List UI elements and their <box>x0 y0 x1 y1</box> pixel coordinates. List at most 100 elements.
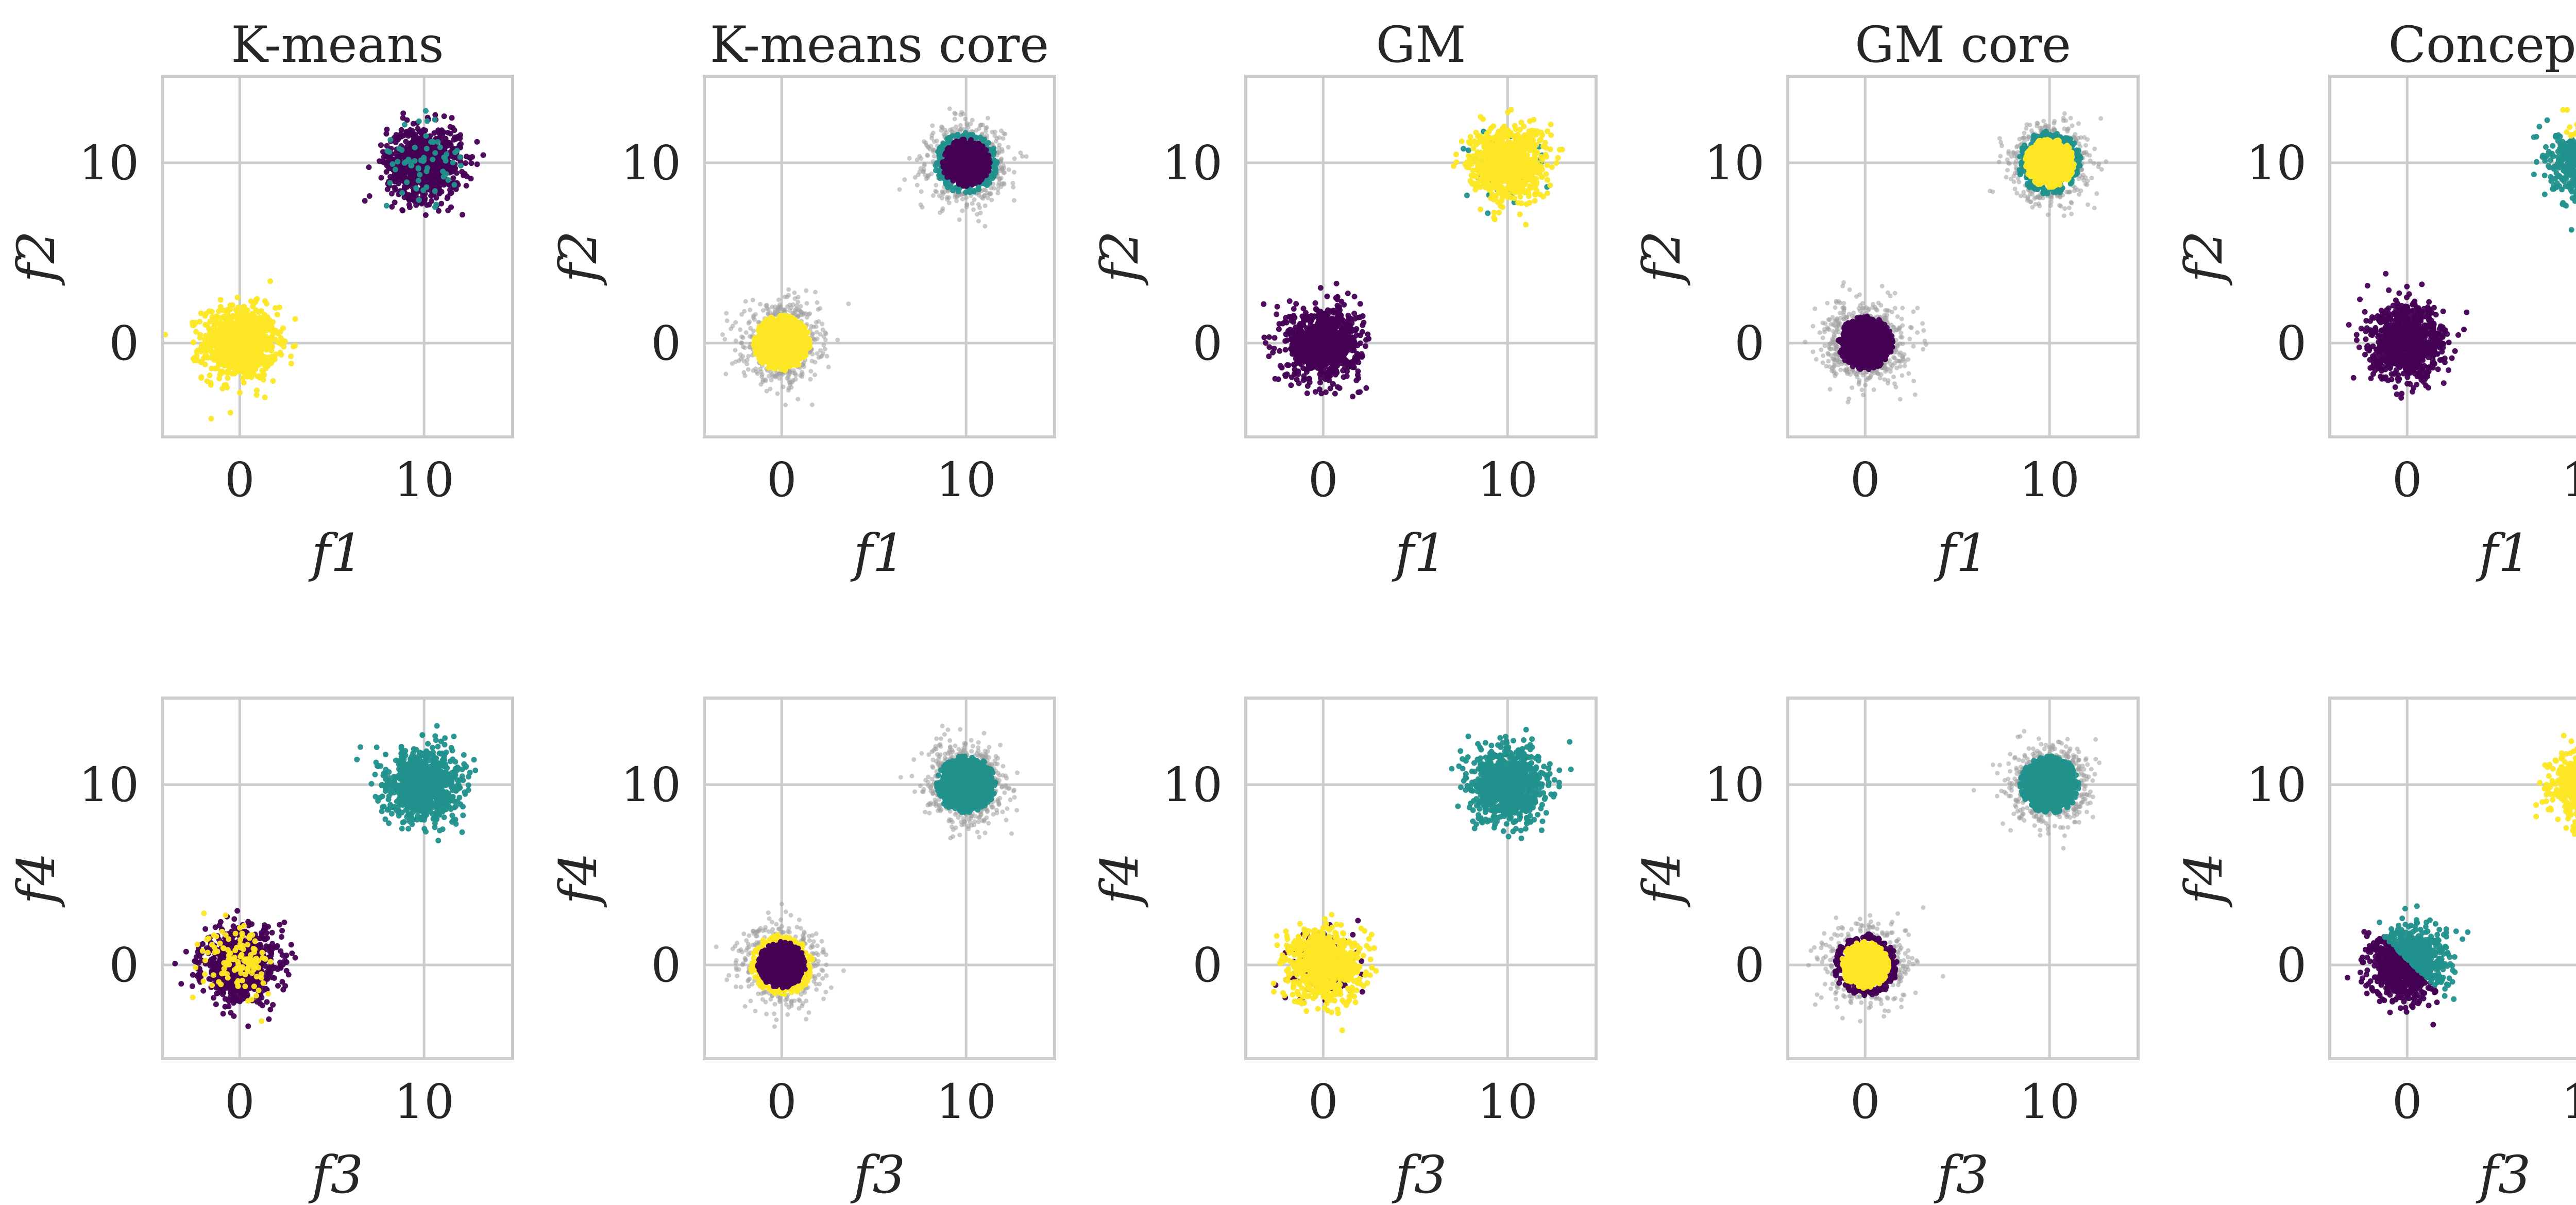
scatter-point <box>1286 298 1293 304</box>
scatter-point <box>1270 349 1276 355</box>
scatter-point <box>219 385 226 392</box>
scatter-point <box>227 410 233 416</box>
scatter-point <box>264 345 270 351</box>
scatter-point <box>786 287 791 292</box>
scatter-point <box>818 354 823 360</box>
cluster-blob <box>1261 280 1372 400</box>
scatter-point <box>835 337 840 343</box>
panel-title: K-means <box>231 16 444 74</box>
scatter-point <box>253 392 260 398</box>
scatter-point <box>758 301 763 307</box>
scatter-point <box>258 327 264 333</box>
scatter-point <box>1285 362 1292 368</box>
scatter-point <box>241 342 247 348</box>
scatter-point <box>214 314 221 320</box>
scatter-point <box>420 187 427 193</box>
scatter-point <box>1328 347 1334 353</box>
scatter-point <box>991 149 997 155</box>
scatter-point <box>808 377 813 382</box>
scatter-point <box>995 187 1001 192</box>
y-tick-label: 10 <box>621 135 681 191</box>
scatter-point <box>823 331 828 336</box>
y-tick-label: 0 <box>109 316 139 371</box>
scatter-point <box>1357 301 1363 307</box>
scatter-point <box>823 337 828 342</box>
scatter-point <box>198 359 205 365</box>
scatter-point <box>981 188 987 193</box>
scatter-point <box>1357 389 1363 395</box>
scatter-point <box>366 193 372 199</box>
scatter-point <box>202 313 208 319</box>
scatter-point <box>463 160 469 166</box>
scatter-point <box>1329 368 1335 374</box>
scatter-point <box>1347 344 1353 350</box>
scatter-point <box>219 329 226 335</box>
scatter-point <box>826 364 831 369</box>
scatter-point <box>956 189 961 195</box>
scatter-point <box>796 307 801 312</box>
scatter-point <box>1293 301 1299 307</box>
scatter-point <box>742 373 748 378</box>
cluster-blob <box>362 108 486 218</box>
scatter-point <box>991 185 996 191</box>
scatter-point <box>1461 146 1466 152</box>
scatter-point <box>733 348 738 353</box>
scatter-point <box>963 189 969 195</box>
cluster-blob <box>162 278 298 422</box>
scatter-point <box>228 333 233 340</box>
scatter-point <box>260 369 266 375</box>
scatter-point <box>193 329 199 335</box>
scatter-point <box>1335 344 1341 350</box>
scatter-point <box>1309 363 1315 369</box>
scatter-point <box>1276 326 1282 332</box>
scatter-point <box>432 116 438 123</box>
scatter-point <box>822 347 827 352</box>
scatter-point <box>423 146 430 151</box>
scatter-point <box>1324 293 1330 299</box>
scatter-point <box>1335 304 1341 311</box>
scatter-point <box>723 371 728 377</box>
scatter-point <box>236 311 243 317</box>
scatter-point <box>450 175 456 181</box>
scatter-point <box>1002 170 1007 175</box>
scatter-point <box>229 340 235 346</box>
scatter-point <box>1334 321 1341 327</box>
scatter-point <box>940 206 945 211</box>
scatter-point <box>1559 146 1565 152</box>
scatter-point <box>224 384 230 391</box>
scatter-point <box>1307 353 1313 360</box>
scatter-point <box>1282 347 1289 353</box>
scatter-point <box>1334 384 1341 390</box>
scatter-point <box>224 323 230 329</box>
scatter-point <box>437 128 444 134</box>
scatter-point <box>1333 280 1340 286</box>
scatter-point <box>232 366 239 371</box>
scatter-point <box>1300 359 1307 365</box>
scatter-point <box>445 208 451 214</box>
scatter-point <box>272 356 278 362</box>
scatter-point <box>1292 369 1298 376</box>
x-tick-label: 0 <box>767 452 797 507</box>
scatter-point <box>451 182 457 188</box>
scatter-point <box>1318 321 1324 328</box>
scatter-point <box>1011 184 1016 190</box>
scatter-point <box>763 377 768 382</box>
scatter-point <box>1312 300 1318 306</box>
scatter-point <box>724 311 729 316</box>
scatter-point <box>1006 167 1011 172</box>
scatter-point <box>237 368 243 375</box>
scatter-point <box>1343 358 1349 364</box>
scatter-point <box>1024 154 1029 159</box>
scatter-point <box>939 196 944 201</box>
scatter-point <box>421 155 427 161</box>
panel-title: K-means core <box>710 16 1049 74</box>
scatter-point <box>248 315 253 321</box>
x-axis-label: f1 <box>308 523 364 583</box>
scatter-point <box>241 365 247 371</box>
scatter-point <box>930 123 935 128</box>
scatter-point <box>736 358 741 363</box>
scatter-point <box>208 348 214 354</box>
